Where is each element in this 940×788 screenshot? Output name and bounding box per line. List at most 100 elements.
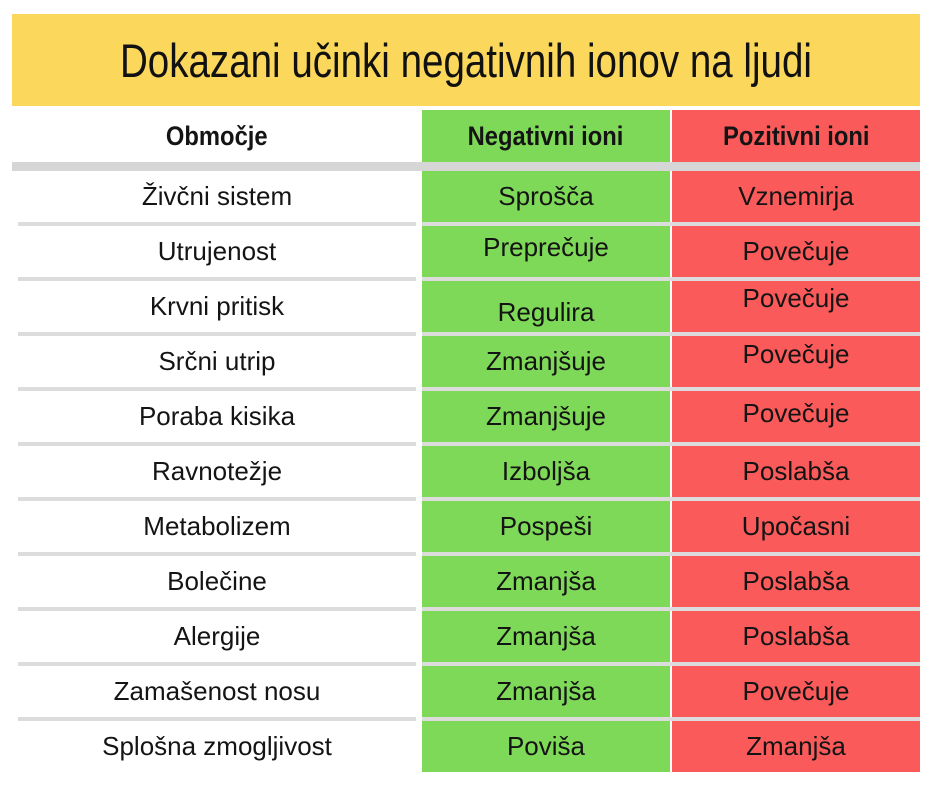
area-cell-label: Metabolizem [143,511,291,541]
row-separator [12,662,920,666]
negative-ion-cell-label: Zmanjša [496,676,596,706]
positive-ion-cell-label: Poslabša [742,456,850,486]
positive-ion-cell-label: Povečuje [742,236,850,266]
table-row: Bolečine Zmanjša Poslabša [12,556,920,607]
header-label-negative-ions: Negativni ioni [468,120,624,151]
negative-ion-cell: Zmanjša [422,666,670,717]
table-row: Živčni sistem Sprošča Vznemirja [12,171,920,222]
row-separator-left [18,497,416,501]
positive-ion-cell: Poslabša [672,446,920,497]
area-cell-label: Alergije [173,621,261,651]
positive-ion-cell: Povečuje [672,336,920,387]
area-cell: Bolečine [12,556,422,607]
row-separator-right [422,222,920,226]
row-separator [12,717,920,721]
area-cell: Ravnotežje [12,446,422,497]
area-cell-label: Splošna zmogljivost [102,731,332,761]
area-cell: Srčni utrip [12,336,422,387]
row-separator [12,222,920,226]
area-cell: Splošna zmogljivost [12,721,422,772]
positive-ion-cell: Povečuje [672,226,920,277]
positive-ion-cell-label: Povečuje [742,283,850,313]
negative-ion-cell: Pospeši [422,501,670,552]
row-separator-left [18,277,416,281]
row-separator [12,332,920,336]
area-cell-label: Poraba kisika [138,401,296,431]
row-separator-left [18,332,416,336]
negative-ion-cell-label: Zmanjša [496,566,596,596]
area-cell: Poraba kisika [12,391,422,442]
table-row: Krvni pritisk Regulira Povečuje [12,281,920,332]
row-separator-right [422,607,920,611]
negative-ion-cell-label: Izboljša [501,456,591,486]
row-separator-left [18,442,416,446]
header-label-area: Območje [166,120,268,151]
area-cell: Alergije [12,611,422,662]
area-cell: Živčni sistem [12,171,422,222]
positive-ion-cell-label: Vznemirja [738,181,854,211]
row-separator-right [422,387,920,391]
header-cell-positive-ions: Pozitivni ioni [672,110,920,162]
header-divider [12,162,920,171]
row-separator [12,442,920,446]
row-separator-right [422,662,920,666]
table-row: Poraba kisika Zmanjšuje Povečuje [12,391,920,442]
negative-ion-cell: Zmanjša [422,611,670,662]
positive-ion-cell: Zmanjša [672,721,920,772]
row-separator-left [18,662,416,666]
positive-ion-cell: Upočasni [672,501,920,552]
negative-ion-cell: Zmanjša [422,556,670,607]
area-cell-label: Srčni utrip [158,346,276,376]
area-cell-label: Ravnotežje [151,456,283,486]
negative-ion-cell: Regulira [422,281,670,332]
negative-ion-cell-label: Zmanjšuje [486,346,606,376]
table-container: Dokazani učinki negativnih ionov na ljud… [12,14,920,772]
negative-ion-cell-label: Regulira [497,297,595,327]
area-cell-label: Krvni pritisk [149,291,285,321]
title-banner: Dokazani učinki negativnih ionov na ljud… [12,14,920,106]
table-row: Srčni utrip Zmanjšuje Povečuje [12,336,920,387]
positive-ion-cell-label: Zmanjša [746,731,846,761]
header-cell-area: Območje [12,110,422,162]
table-row: Alergije Zmanjša Poslabša [12,611,920,662]
table-header-row: Območje Negativni ioni Pozitivni ioni [12,110,920,162]
area-cell: Utrujenost [12,226,422,277]
negative-ion-cell: Poviša [422,721,670,772]
positive-ion-cell: Povečuje [672,281,920,332]
negative-ion-cell-label: Zmanjša [496,621,596,651]
area-cell: Krvni pritisk [12,281,422,332]
positive-ion-cell-label: Povečuje [742,676,850,706]
negative-ion-cell-label: Preprečuje [483,232,609,262]
table-row: Zamašenost nosu Zmanjša Povečuje [12,666,920,717]
area-cell-label: Utrujenost [157,236,277,266]
positive-ion-cell: Povečuje [672,666,920,717]
header-label-positive-ions: Pozitivni ioni [722,120,870,151]
positive-ion-cell-label: Povečuje [742,398,850,428]
table-row: Ravnotežje Izboljša Poslabša [12,446,920,497]
area-cell: Zamašenost nosu [12,666,422,717]
area-cell: Metabolizem [12,501,422,552]
negative-ion-cell: Zmanjšuje [422,391,670,442]
negative-ion-cell-label: Sprošča [498,181,594,211]
row-separator-right [422,717,920,721]
row-separator [12,497,920,501]
negative-ion-cell: Izboljša [422,446,670,497]
negative-ion-cell: Preprečuje [422,226,670,277]
positive-ion-cell-label: Povečuje [742,339,850,369]
positive-ion-cell-label: Upočasni [741,511,851,541]
table-row: Utrujenost Preprečuje Povečuje [12,226,920,277]
positive-ion-cell: Vznemirja [672,171,920,222]
table-row: Splošna zmogljivost Poviša Zmanjša [12,721,920,772]
positive-ion-cell: Poslabša [672,556,920,607]
positive-ion-cell-label: Poslabša [742,566,850,596]
negative-ion-cell-label: Zmanjšuje [486,401,606,431]
row-separator [12,552,920,556]
row-separator-left [18,552,416,556]
row-separator [12,607,920,611]
row-separator [12,387,920,391]
page-title: Dokazani učinki negativnih ionov na ljud… [119,33,813,87]
positive-ion-cell: Povečuje [672,391,920,442]
table-body: Živčni sistem Sprošča Vznemirja Utrujenost P… [12,171,920,772]
negative-ion-cell-label: Pospeši [499,511,593,541]
